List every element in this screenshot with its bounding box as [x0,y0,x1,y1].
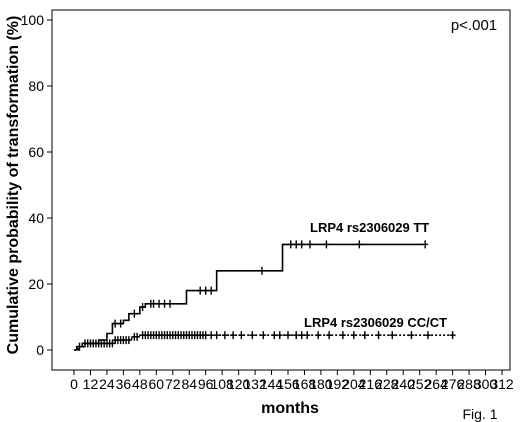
x-tick-label: 60 [149,376,165,392]
y-tick-label: 100 [21,12,45,28]
x-tick-label: 0 [70,376,78,392]
plot-area-frame [51,9,511,371]
x-tick-label: 300 [474,376,498,392]
x-tick-label: 156 [276,376,300,392]
y-tick-label: 60 [28,144,44,160]
y-tick-label: 20 [28,276,44,292]
y-tick-label: 80 [28,78,44,94]
x-tick-label: 288 [457,376,481,392]
figure-label: Fig. 1 [462,406,497,422]
series-label-cc-ct: LRP4 rs2306029 CC/CT [304,315,447,330]
x-tick-label: 132 [243,376,267,392]
x-tick-label: 96 [198,376,214,392]
x-tick-label: 120 [227,376,251,392]
x-tick-label: 84 [181,376,197,392]
y-tick-label: 0 [36,342,44,358]
x-tick-label: 264 [424,376,448,392]
x-tick-label: 168 [293,376,317,392]
series-layer [74,240,456,351]
x-tick-label: 180 [309,376,333,392]
series-label-tt: LRP4 rs2306029 TT [310,220,429,235]
x-tick-label: 204 [342,376,366,392]
x-tick-label: 12 [83,376,99,392]
x-tick-label: 240 [392,376,416,392]
x-tick-label: 216 [359,376,383,392]
y-axis-title: Cumulative probability of transformation… [5,16,22,355]
plot-border [51,9,511,371]
x-tick-label: 108 [210,376,234,392]
x-tick-label: 24 [99,376,115,392]
x-tick-label: 72 [165,376,181,392]
x-tick-label: 48 [132,376,148,392]
x-tick-label: 192 [326,376,350,392]
p-value-annotation: p<.001 [451,17,497,34]
x-tick-label: 252 [408,376,432,392]
series-line-0 [74,243,424,351]
x-tick-label: 276 [441,376,465,392]
x-tick-label: 36 [116,376,132,392]
y-axis: 0 20 40 60 80 100 [21,12,52,358]
x-tick-label: 144 [260,376,284,392]
x-axis: 0 12 24 36 48 60 72 84 9610812013214415616818019… [70,370,514,392]
x-tick-label: 312 [490,376,514,392]
y-tick-label: 40 [28,210,44,226]
x-axis-title: months [261,400,319,417]
x-tick-label: 228 [375,376,399,392]
